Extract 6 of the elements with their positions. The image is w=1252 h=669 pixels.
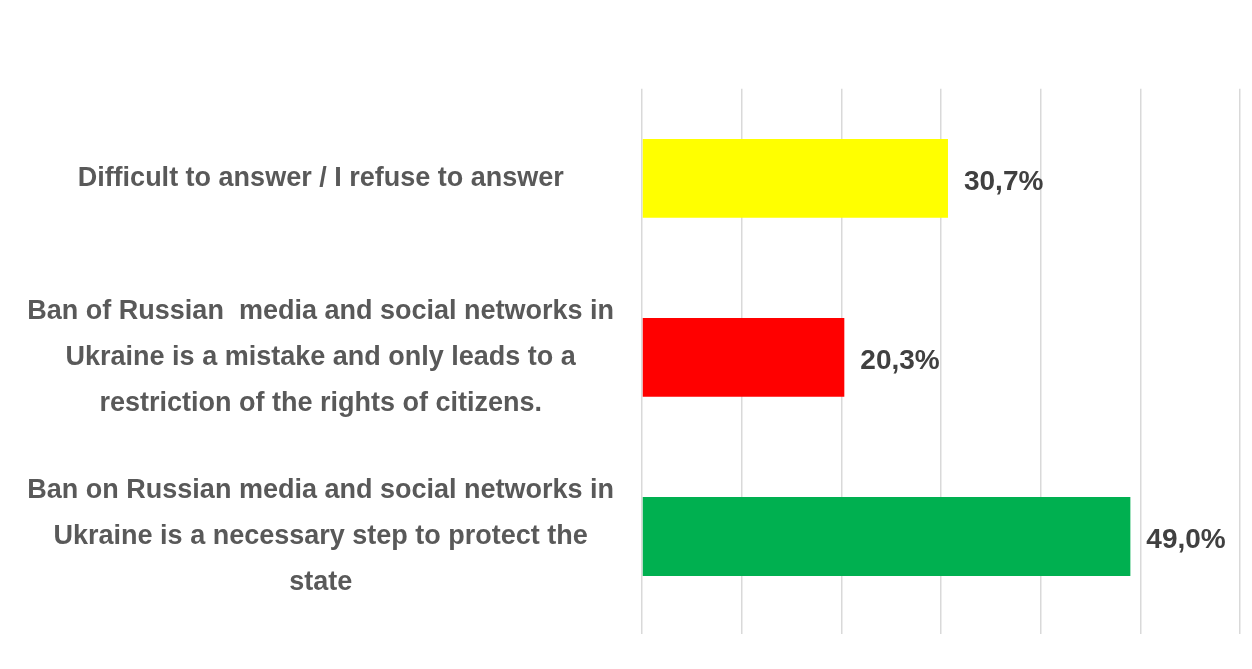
data-label: 30,7%	[963, 165, 1044, 197]
data-label: 20,3%	[860, 344, 940, 376]
y-tick-label: Ban on Russian media and social networks in Ukraine is a necessary step to protect the state	[27, 474, 615, 596]
y-tick-label: Ban of Russian media and social networks in Ukraine is a mistake and only leads to a restriction of the rights of citizens.	[27, 295, 615, 417]
y-tick-label: Difficult to answer / I refuse to answer	[77, 161, 565, 192]
data-label: 49,0%	[1146, 523, 1226, 555]
